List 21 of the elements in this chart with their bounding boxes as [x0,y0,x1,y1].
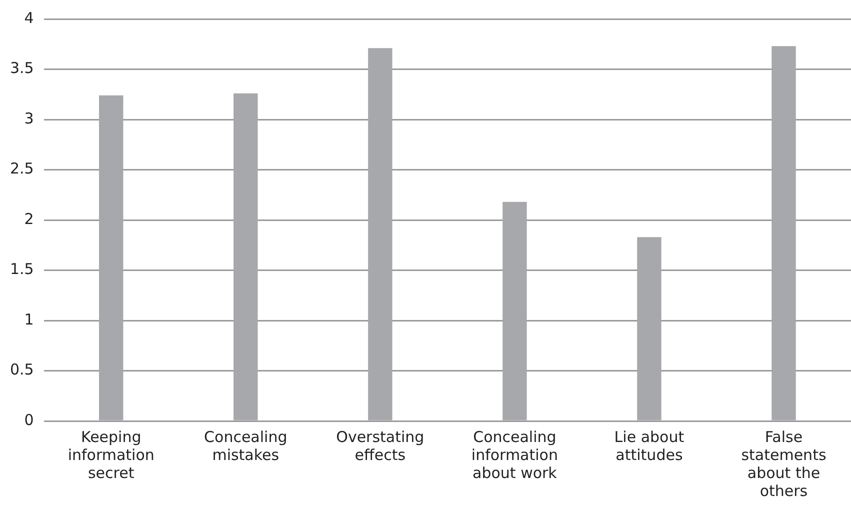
bar [234,93,258,420]
bar [99,95,124,420]
bar [637,237,662,420]
y-tick-label: 4 [24,8,34,27]
x-tick-label: Concealing mistakes [204,428,288,464]
y-tick-label: 1.5 [10,260,34,278]
y-tick-label: 0 [24,410,34,429]
y-tick-label: 2 [24,210,34,228]
y-tick-label: 2.5 [10,160,34,178]
bar [368,48,392,420]
y-tick-label: 3.5 [10,59,34,78]
y-tick-label: 1 [24,310,34,328]
x-tick-label: Concealing information about work [471,428,558,482]
y-tick-label: 3 [24,109,34,128]
bar [772,46,796,420]
x-tick-label: Lie about attitudes [614,428,684,464]
x-tick-label: Overstating effects [336,428,424,464]
x-tick-label: Keeping information secret [68,428,154,482]
x-tick-label: False statements about the others [741,428,826,500]
y-tick-label: 0.5 [10,360,34,379]
bar [502,202,527,420]
